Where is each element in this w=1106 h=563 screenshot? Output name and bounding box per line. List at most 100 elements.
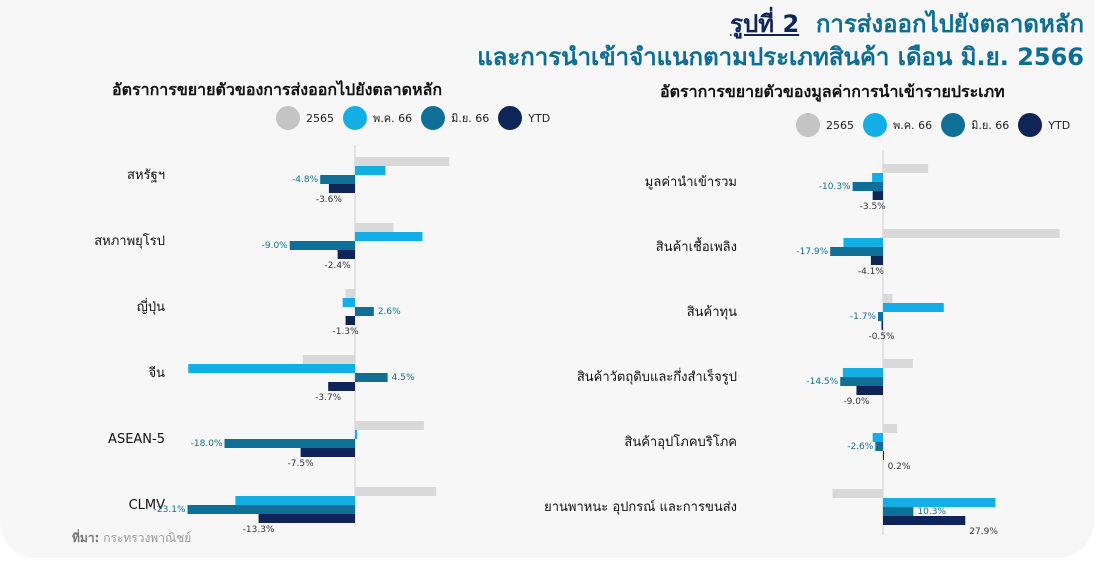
legend-item: 2565 — [276, 106, 334, 130]
bar — [883, 359, 913, 368]
category-label: CLMV — [129, 498, 166, 513]
bar — [883, 294, 893, 303]
bar — [355, 223, 394, 232]
bar — [883, 424, 898, 433]
bar — [355, 166, 386, 175]
bar — [883, 303, 944, 312]
figure-title-line2: และการนำเข้าจำแนกตามประเภทสินค้า เดือน ม… — [477, 43, 1084, 71]
bar — [355, 232, 423, 241]
bar — [300, 448, 355, 457]
bar — [355, 373, 388, 382]
data-label: -0.5% — [868, 332, 895, 342]
bar — [875, 442, 883, 451]
data-label: 10.3% — [917, 507, 946, 517]
data-label: -3.7% — [315, 393, 342, 403]
bar — [852, 182, 883, 191]
bar — [328, 184, 355, 193]
legend-label: 2565 — [826, 118, 854, 132]
bar — [883, 229, 1060, 238]
bar — [872, 191, 883, 200]
category-label: สินค้าทุน — [687, 305, 737, 320]
bar — [355, 307, 374, 316]
legend-item: 2565 — [796, 113, 854, 137]
data-label: -1.3% — [333, 327, 360, 337]
bar — [883, 451, 884, 460]
data-label: -9.0% — [843, 397, 870, 407]
category-label: สหรัฐฯ — [127, 168, 165, 183]
bar — [883, 516, 966, 525]
data-label: -2.6% — [847, 442, 874, 452]
legend-swatch-may66 — [343, 106, 367, 130]
category-label: จีน — [148, 365, 165, 381]
data-label: -18.0% — [191, 439, 223, 449]
legend-label: พ.ค. 66 — [373, 112, 413, 125]
left-chart-title: อัตราการขยายตัวของการส่งออกไปยังตลาดหลัก — [112, 80, 442, 99]
data-label: -9.0% — [262, 241, 289, 251]
bar — [856, 386, 883, 395]
data-label: 2.6% — [378, 307, 401, 317]
bar — [328, 382, 355, 391]
bar — [289, 241, 355, 250]
data-label: -23.1% — [154, 505, 186, 515]
bar — [187, 505, 355, 514]
bar — [877, 312, 883, 321]
data-label: -13.3% — [243, 525, 275, 535]
legend-label: 2565 — [306, 111, 334, 125]
legend-swatch-ytd — [498, 106, 523, 130]
bar — [842, 368, 883, 377]
category-label: สินค้าวัตถุดิบและกึ่งสำเร็จรูป — [577, 367, 737, 385]
bar — [302, 355, 355, 364]
bar — [883, 164, 929, 173]
legend-item: มิ.ย. 66 — [941, 113, 1009, 137]
bar — [355, 430, 358, 439]
data-label: -17.9% — [796, 247, 828, 257]
source-label: ที่มา: — [72, 531, 100, 545]
data-label: -10.3% — [819, 182, 851, 192]
category-label: มูลค่านำเข้ารวม — [645, 175, 737, 190]
bar — [832, 489, 883, 498]
left-chart-legend: 2565 พ.ค. 66 มิ.ย. 66 YTD — [276, 106, 559, 130]
bar — [883, 507, 914, 516]
bar — [320, 175, 355, 184]
figure-number: รูปที่ 2 — [730, 10, 800, 38]
bar — [883, 498, 996, 507]
legend-label: มิ.ย. 66 — [971, 119, 1010, 132]
bar — [840, 377, 883, 386]
legend-swatch-jun66 — [421, 106, 446, 130]
category-label: สหภาพยุโรป — [94, 233, 165, 249]
legend-swatch-may66 — [863, 113, 887, 137]
bar — [188, 364, 355, 373]
legend-label: YTD — [528, 111, 551, 125]
data-label: -1.7% — [850, 312, 877, 322]
legend-label: มิ.ย. 66 — [451, 112, 490, 125]
legend-swatch-ytd — [1018, 113, 1043, 137]
bar — [258, 514, 355, 523]
source-note: ที่มา: กระทรวงพาณิชย์ — [72, 529, 191, 548]
data-label: -4.1% — [858, 267, 885, 277]
data-label: 27.9% — [969, 527, 998, 537]
bar — [355, 487, 437, 496]
data-label: 4.5% — [392, 373, 415, 383]
figure-title-line1: การส่งออกไปยังตลาดหลัก — [815, 10, 1084, 38]
data-label: 0.2% — [888, 462, 911, 472]
bar — [872, 173, 883, 182]
legend-item: พ.ค. 66 — [343, 106, 412, 130]
legend-label: พ.ค. 66 — [893, 119, 933, 132]
data-label: -3.5% — [860, 202, 887, 212]
bar — [870, 256, 883, 265]
legend-swatch-jun66 — [941, 113, 966, 137]
right-chart-legend: 2565 พ.ค. 66 มิ.ย. 66 YTD — [796, 113, 1079, 137]
legend-swatch-2565 — [276, 106, 300, 130]
figure-title: รูปที่ 2 การส่งออกไปยังตลาดหลัก และการนำ… — [477, 8, 1084, 74]
bar — [843, 238, 883, 247]
legend-item: YTD — [498, 106, 550, 130]
bar — [235, 496, 355, 505]
legend-item: YTD — [1018, 113, 1070, 137]
category-label: ญี่ปุ่น — [137, 298, 165, 315]
bar — [872, 433, 883, 442]
category-label: สินค้าเชื้อเพลิง — [656, 237, 737, 255]
bar — [355, 421, 424, 430]
bar — [345, 316, 355, 325]
